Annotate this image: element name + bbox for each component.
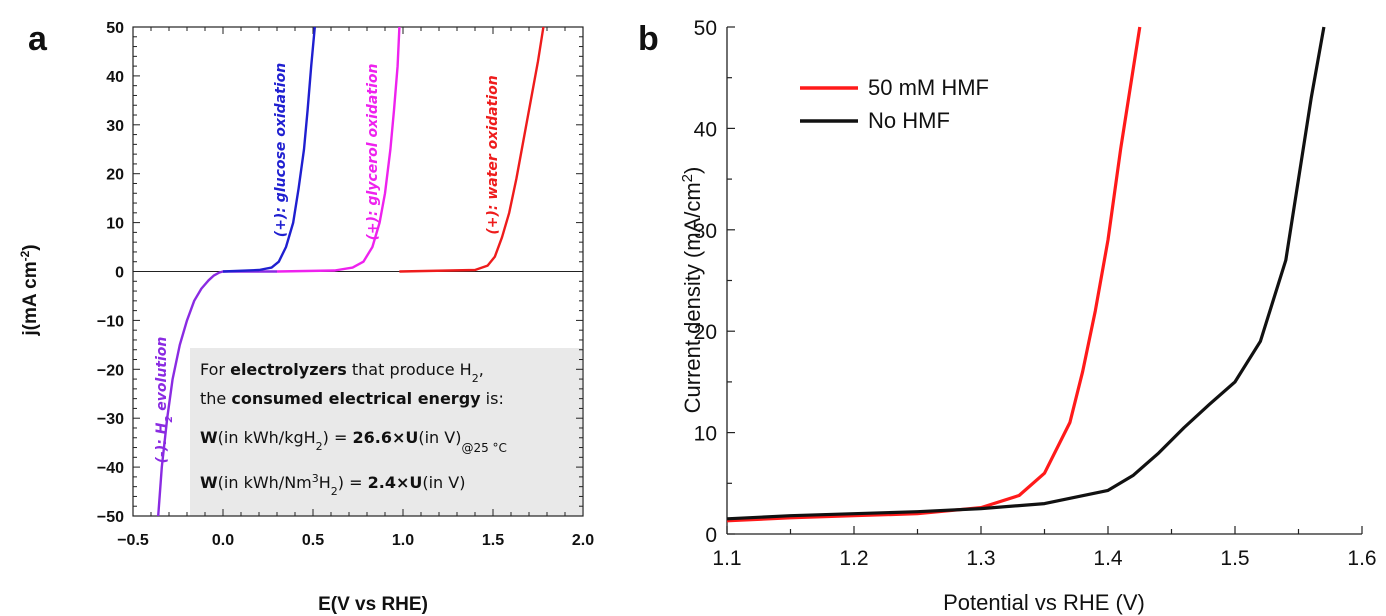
x-tick-label: 1.4 [1093,547,1123,570]
annotation-line-4: W(in kWh/Nm3H2) = 2.4×U(in V) [200,472,465,498]
glucose-oxidation-curve [222,26,316,273]
y-tick-label: 20 [106,167,124,184]
panel-b-curves [726,26,1326,523]
y-tick-label: 0 [705,524,717,547]
annotation-line-2: the consumed electrical energy is: [200,389,504,408]
panel-b-legend: 50 mM HMF No HMF [800,75,989,133]
y-tick-label: −10 [97,313,124,330]
annotation-line-1: For electrolyzers that produce H2, [200,360,484,385]
glucose-oxidation-label: (+): glucose oxidation [273,63,289,237]
x-tick-label: 1.6 [1347,547,1376,570]
h2-evolution-curve [157,270,277,517]
y-tick-label: 0 [115,265,124,282]
panel-a-x-axis-label: E(V vs RHE) [318,594,428,615]
x-tick-label: 2.0 [572,532,594,549]
annotation-line-3: W(in kWh/kgH2) = 26.6×U(in V)@25 °C [200,428,507,455]
no-hmf-curve [726,26,1326,521]
hmf-curve [726,26,1142,523]
x-tick-label: 0.5 [302,532,324,549]
x-tick-label: 1.2 [839,547,868,570]
panel-a-curves [157,26,545,517]
y-tick-label: −50 [97,509,124,526]
y-tick-label: 50 [106,20,124,37]
x-tick-label: 0.0 [212,532,234,549]
x-tick-label: 1.1 [712,547,741,570]
annotation-background [190,348,582,516]
panel-a-curve-labels: (-): H2 evolution (+): glucose oxidation (… [154,63,501,464]
y-tick-label: 30 [106,118,124,135]
panel-b-axes [726,26,1363,535]
panel-a-y-axis-label: j(mA cm-2) [18,244,41,336]
y-tick-label: 50 [694,17,717,40]
legend-label-no-hmf-curve: No HMF [868,108,950,133]
water-oxidation-label: (+): water oxidation [485,75,501,234]
y-tick-label: 40 [106,69,124,86]
panel-a: a For electrolyzers that produce H2, the … [18,20,594,615]
x-tick-label: 1.3 [966,547,995,570]
y-tick-label: −20 [97,362,124,379]
x-tick-label: 1.5 [482,532,504,549]
energy-annotation-box: For electrolyzers that produce H2, the co… [190,348,582,516]
panel-b-x-axis-label: Potential vs RHE (V) [943,590,1145,615]
panel-a-tick-labels: −0.5 0.0 0.5 1.0 1.5 2.0 50 40 30 20 10 0 −10 −20 −30 −… [97,20,594,549]
panel-b: b 1.1 1.2 1.3 1.4 1.5 1.6 0 10 20 30 40 50 50 mM HM… [638,17,1377,615]
y-tick-label: 40 [694,118,717,141]
x-tick-label: −0.5 [117,532,149,549]
panel-a-letter: a [28,20,48,58]
panel-b-letter: b [638,20,659,58]
y-tick-label: 20 [694,321,717,344]
y-tick-label: 30 [694,220,717,243]
x-tick-label: 1.0 [392,532,414,549]
y-tick-label: 10 [106,216,124,233]
y-tick-label: 10 [694,423,717,446]
panel-b-tick-labels: 1.1 1.2 1.3 1.4 1.5 1.6 0 10 20 30 40 50 [694,17,1377,570]
glycerol-oxidation-curve [276,26,401,273]
panel-b-y-axis-label: Current density (mA/cm2) [679,167,706,414]
glycerol-oxidation-label: (+): glycerol oxidation [365,64,381,241]
panel-a-axes [132,26,584,517]
x-tick-label: 1.5 [1220,547,1249,570]
h2-evolution-label: (-): H2 evolution [154,337,175,464]
y-tick-label: −30 [97,411,124,428]
y-tick-label: −40 [97,460,124,477]
legend-label-hmf-curve: 50 mM HMF [868,75,989,100]
water-oxidation-curve [399,26,545,273]
